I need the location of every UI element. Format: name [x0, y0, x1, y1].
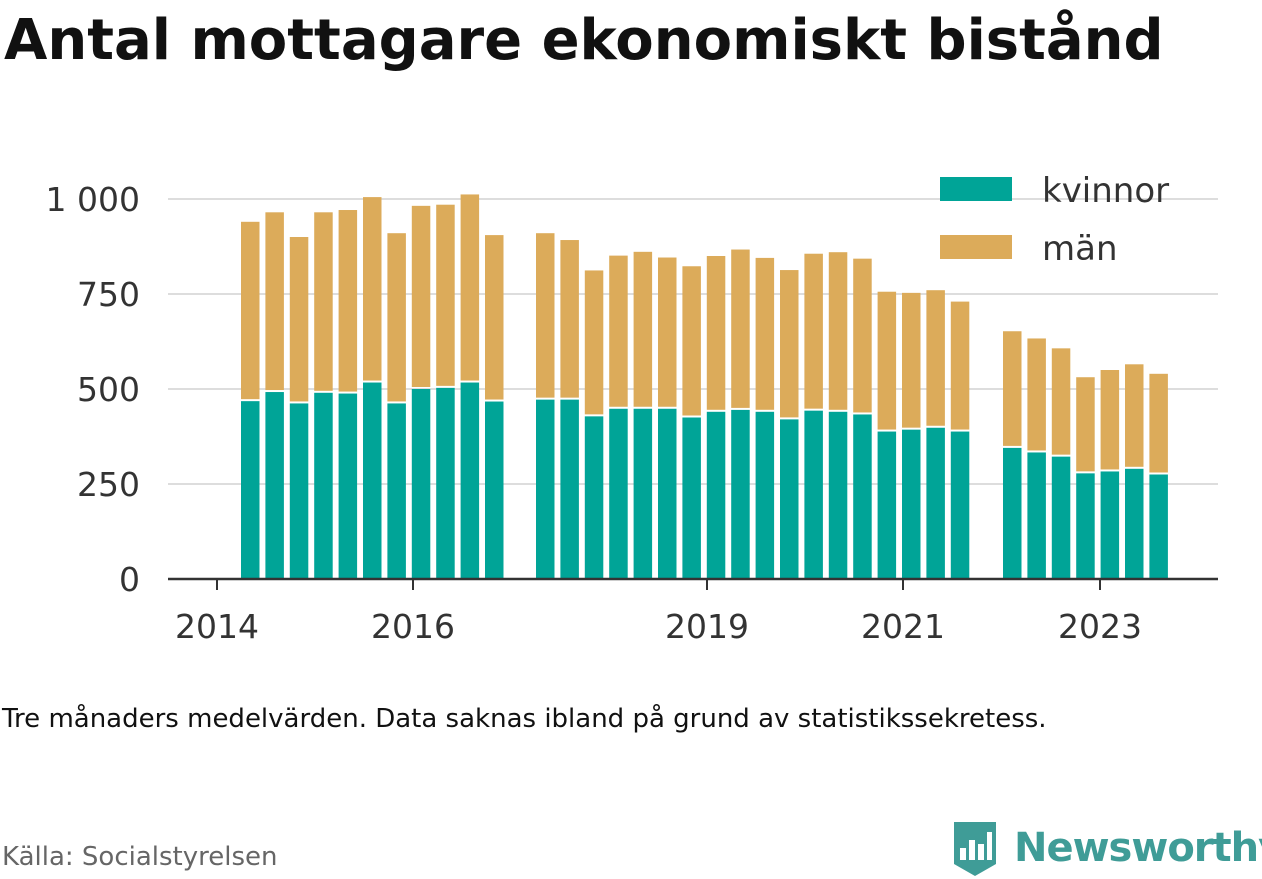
bar-man	[902, 292, 921, 428]
legend-label-kvinnor: kvinnor	[1042, 171, 1169, 211]
bar-man	[1003, 331, 1022, 446]
bars	[241, 194, 1168, 579]
x-tick-label: 2021	[861, 607, 945, 646]
bar-kvinnor	[633, 408, 653, 579]
bar-man	[926, 290, 945, 426]
x-tick-label: 2019	[665, 607, 749, 646]
bar-man	[241, 221, 260, 400]
bar-kvinnor	[1027, 452, 1046, 579]
bar-kvinnor	[1076, 473, 1095, 579]
bar-kvinnor	[1003, 447, 1022, 579]
bar-man	[485, 235, 504, 400]
bar-man	[338, 210, 358, 392]
bar-man	[853, 258, 872, 413]
bar-man	[265, 212, 284, 391]
bar-man	[633, 251, 653, 407]
bar-kvinnor	[902, 429, 921, 579]
bar-kvinnor	[265, 392, 284, 579]
brand-name: Newsworthy	[1014, 825, 1262, 871]
bar-kvinnor	[828, 411, 848, 579]
bar-man	[950, 301, 970, 430]
bar-man	[731, 249, 750, 408]
bar-man	[411, 205, 431, 387]
bar-man	[1051, 348, 1071, 455]
legend: kvinnor män	[940, 171, 1169, 269]
bar-kvinnor	[658, 408, 677, 579]
chart-note: Tre månaders medelvärden. Data saknas ib…	[2, 704, 1047, 734]
bar-man	[828, 252, 848, 410]
stacked-bar-chart: 0 250 500 750 1 000 2014 2016 2019 2021 2023 kvi…	[46, 171, 1218, 646]
bar-man	[1076, 377, 1095, 472]
y-tick-label: 1 000	[46, 180, 140, 219]
y-tick-label: 500	[77, 370, 140, 409]
bar-man	[289, 237, 309, 402]
bar-man	[658, 257, 677, 407]
bar-man	[560, 240, 579, 398]
bar-kvinnor	[363, 382, 382, 579]
bar-kvinnor	[1125, 468, 1144, 579]
bar-kvinnor	[314, 392, 333, 579]
bar-kvinnor	[338, 393, 358, 579]
bar-man	[609, 255, 628, 407]
y-tick-label: 250	[77, 465, 140, 504]
bar-man	[584, 270, 604, 415]
legend-swatch-man	[940, 235, 1012, 259]
bar-man	[436, 204, 455, 386]
bar-kvinnor	[950, 431, 970, 579]
bar-kvinnor	[682, 417, 701, 579]
x-tick-label: 2014	[175, 607, 259, 646]
source-label: Källa: Socialstyrelsen	[2, 842, 278, 872]
x-axis-labels: 2014 2016 2019 2021 2023	[175, 579, 1142, 646]
bar-kvinnor	[411, 389, 431, 579]
bar-kvinnor	[387, 403, 406, 579]
bar-kvinnor	[1051, 456, 1071, 579]
newsworthy-logo: Newsworthy	[950, 818, 1262, 878]
bar-kvinnor	[1100, 471, 1120, 579]
bar-kvinnor	[780, 419, 799, 579]
bar-kvinnor	[436, 387, 455, 579]
bar-kvinnor	[706, 411, 726, 579]
bar-kvinnor	[731, 409, 750, 579]
y-tick-label: 750	[77, 275, 140, 314]
bar-man	[1027, 338, 1046, 451]
bar-kvinnor	[755, 411, 775, 579]
bar-man	[804, 253, 823, 409]
legend-swatch-kvinnor	[940, 177, 1012, 201]
bar-man	[1125, 364, 1144, 467]
bar-man	[877, 291, 897, 430]
y-axis-labels: 0 250 500 750 1 000	[46, 180, 140, 599]
bar-kvinnor	[804, 410, 823, 579]
bar-kvinnor	[584, 416, 604, 579]
bar-kvinnor	[241, 401, 260, 579]
bar-man	[387, 233, 406, 402]
bar-man	[755, 257, 775, 410]
bar-man	[536, 233, 555, 398]
bar-man	[314, 212, 333, 391]
bar-man	[1100, 370, 1120, 470]
bar-chart-badge-icon	[954, 822, 996, 876]
bar-man	[780, 270, 799, 418]
bar-kvinnor	[877, 431, 897, 579]
bar-kvinnor	[560, 399, 579, 579]
x-tick-label: 2016	[371, 607, 455, 646]
bar-kvinnor	[485, 401, 504, 579]
bar-kvinnor	[609, 408, 628, 579]
legend-label-man: män	[1042, 229, 1118, 269]
chart-title: Antal mottagare ekonomiskt bistånd	[4, 8, 1164, 73]
bar-kvinnor	[289, 403, 309, 579]
bar-kvinnor	[536, 399, 555, 579]
bar-man	[1149, 373, 1168, 473]
bar-man	[706, 256, 726, 410]
bar-kvinnor	[460, 382, 480, 579]
x-tick-label: 2023	[1058, 607, 1142, 646]
bar-kvinnor	[1149, 474, 1168, 579]
bar-kvinnor	[853, 414, 872, 579]
bar-man	[460, 194, 480, 381]
bar-man	[363, 197, 382, 381]
y-tick-label: 0	[119, 560, 140, 599]
bar-man	[682, 266, 701, 416]
bar-kvinnor	[926, 427, 945, 579]
